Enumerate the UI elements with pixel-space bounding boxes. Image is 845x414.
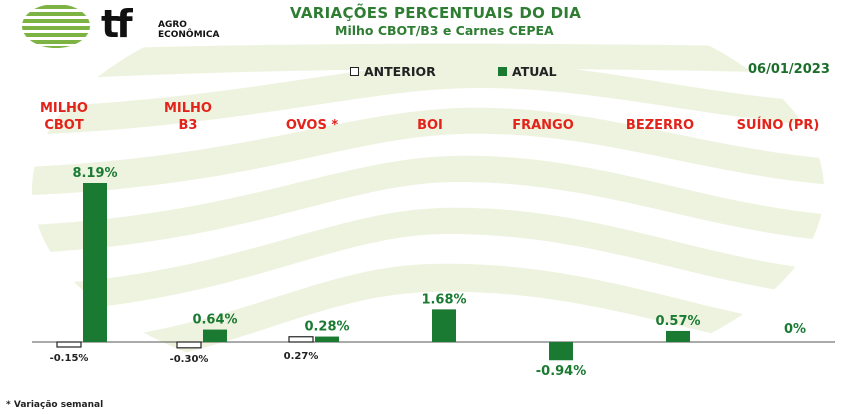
legend-current: ATUAL (498, 64, 557, 79)
legend-current-swatch (498, 67, 507, 76)
bar-atual (549, 342, 573, 361)
category-label-milho-b3: MILHO B3 (164, 101, 212, 133)
label-atual: 0.57% (655, 314, 700, 329)
legend-previous-swatch (350, 67, 359, 76)
logo-line-1: AGRO (158, 20, 187, 30)
legend-previous-label: ANTERIOR (364, 64, 436, 79)
bar-atual (432, 309, 456, 342)
legend-current-label: ATUAL (512, 64, 557, 79)
report-date: 06/01/2023 (748, 62, 830, 77)
category-label-ovos: OVOS * (285, 118, 339, 133)
footnote: * Variação semanal (6, 400, 104, 410)
bar-anterior (56, 341, 82, 348)
label-atual: 1.68% (421, 292, 466, 307)
category-label-bezerro: BEZERRO (625, 118, 695, 133)
label-atual: 0.64% (192, 313, 237, 328)
logo-line-2: ECONÔMICA (158, 30, 220, 40)
category-label-suino: SUÍNO (PR) (736, 118, 820, 133)
label-atual: -0.94% (536, 364, 587, 379)
category-label-boi: BOI (417, 118, 443, 133)
label-atual: 0.28% (304, 320, 349, 335)
chart-title: VARIAÇÕES PERCENTUAIS DO DIA (290, 4, 582, 22)
label-atual: 8.19% (72, 166, 117, 181)
bar-layer: -0.15% 8.19% -0.30% 0.64% 0.27% 0.28% 1.68% -0.… (50, 166, 806, 379)
bar-anterior (288, 336, 314, 343)
bar-atual (83, 183, 107, 342)
bar-atual (203, 329, 227, 342)
label-anterior: -0.15% (50, 353, 89, 364)
logo-wordmark: AGRO ECONÔMICA (158, 20, 219, 40)
logo-globe-icon (22, 4, 90, 48)
label-anterior: -0.30% (170, 354, 209, 365)
bar-atual (666, 330, 690, 342)
legend-previous: ANTERIOR (350, 64, 436, 79)
label-anterior: 0.27% (284, 351, 319, 362)
bar-anterior (176, 341, 202, 349)
category-label-milho-cbot: MILHO CBOT (40, 101, 88, 133)
globe-watermark-icon (32, 43, 824, 378)
bar-atual (315, 336, 339, 342)
label-atual: 0% (784, 322, 806, 337)
chart-subtitle: Milho CBOT/B3 e Carnes CEPEA (335, 23, 554, 38)
category-label-frango: FRANGO (512, 118, 574, 133)
logo-mark: tf (101, 2, 133, 46)
